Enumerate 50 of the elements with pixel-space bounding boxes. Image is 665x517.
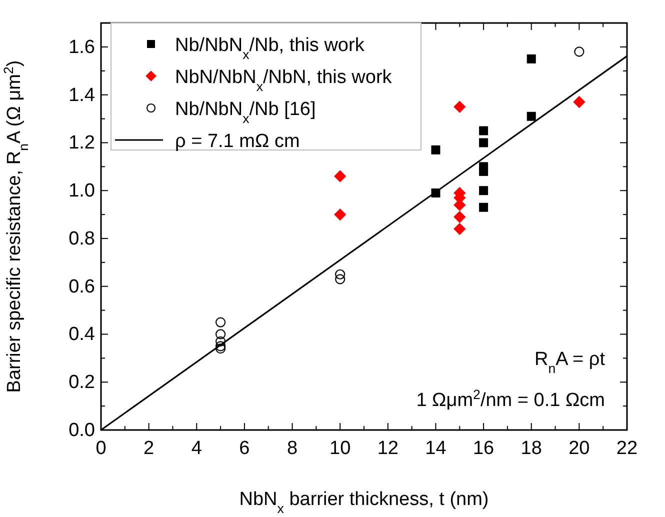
y-tick-label: 0.2 — [68, 372, 95, 394]
x-tick-label: 4 — [191, 438, 202, 459]
point — [334, 170, 346, 182]
point — [215, 336, 226, 346]
y-tick-label: 0.0 — [68, 420, 95, 441]
point — [335, 269, 346, 280]
x-tick-label: 20 — [568, 438, 590, 459]
point — [573, 96, 586, 108]
point — [431, 145, 440, 154]
point — [215, 344, 226, 354]
y-tick-label: 1.4 — [68, 84, 96, 106]
x-tick-label: 0 — [96, 438, 106, 459]
y-tick-label: 0.4 — [68, 324, 96, 346]
x-tick-label: 12 — [377, 438, 398, 459]
x-axis-title: NbN$_{x}$ barrier thickness, t (nm) — [239, 489, 489, 516]
point — [334, 208, 346, 221]
annotation: 1 Ωμm$^{2}$/nm = 0.1 Ωcm — [416, 386, 605, 411]
x-tick-label: 10 — [330, 438, 351, 459]
point — [479, 202, 488, 212]
x-tick-label: 8 — [286, 438, 298, 459]
point — [454, 222, 466, 235]
point — [479, 138, 488, 148]
point — [454, 210, 466, 223]
point — [479, 166, 488, 176]
x-tick-label: 2 — [144, 438, 154, 459]
point — [454, 100, 466, 113]
y-tick-label: 1.2 — [68, 132, 95, 154]
point — [526, 112, 536, 121]
point — [215, 341, 226, 352]
point — [215, 317, 226, 328]
legend-label: ρ = 7.1 mΩ cm — [175, 131, 300, 152]
x-tick-label: 22 — [616, 438, 638, 459]
point — [215, 329, 226, 340]
point — [574, 46, 584, 57]
point — [335, 274, 346, 284]
x-tick-label: 18 — [520, 438, 542, 459]
point — [479, 126, 488, 136]
y-tick-label: 0.8 — [68, 228, 95, 250]
legend-label: NbN/NbN$_{x}$/NbN, this work — [175, 67, 392, 94]
legend-label: Nb/NbN$_{x}$/Nb [16] — [175, 99, 316, 126]
x-tick-label: 6 — [239, 438, 250, 459]
y-tick-label: 1.6 — [68, 36, 95, 58]
legend-label: Nb/NbN$_{x}$/Nb, this work — [175, 35, 365, 62]
point — [526, 54, 536, 64]
annotation: R$_{n}$A = ρt — [534, 349, 606, 376]
y-tick-label: 1.0 — [68, 180, 95, 202]
point — [479, 186, 488, 196]
x-tick-label: 14 — [425, 438, 447, 459]
y-tick-label: 0.6 — [68, 276, 95, 298]
x-tick-label: 16 — [472, 438, 494, 459]
